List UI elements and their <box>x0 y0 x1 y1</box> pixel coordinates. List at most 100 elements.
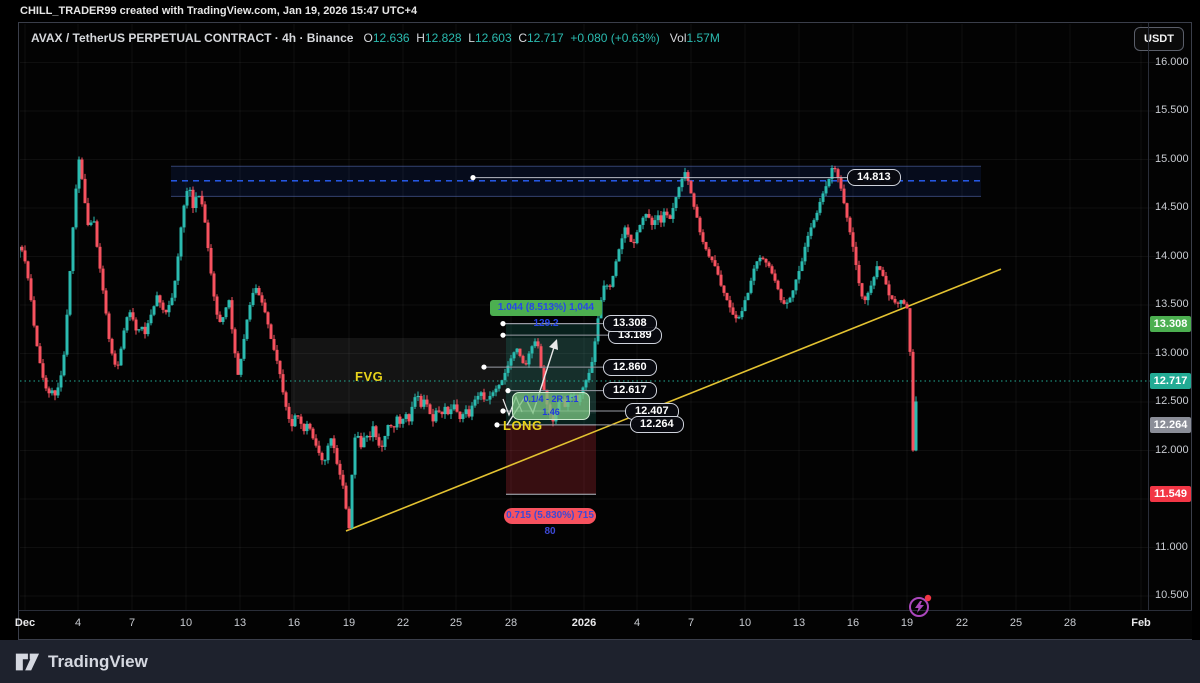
candle-body <box>347 508 351 529</box>
candle-body <box>77 159 81 189</box>
candle-body <box>725 292 729 301</box>
price-axis-marker: 13.308 <box>1150 315 1191 332</box>
candle-body <box>818 201 822 213</box>
high-value: 12.828 <box>424 31 462 45</box>
candle-body <box>47 388 51 394</box>
candle-body <box>170 297 174 305</box>
candle-body <box>254 288 258 293</box>
candle-body <box>806 235 810 247</box>
candle-body <box>698 217 702 233</box>
candle-body <box>470 405 474 417</box>
candle-body <box>218 314 222 322</box>
candle-body <box>731 307 735 315</box>
candle-body <box>386 425 390 436</box>
candle-body <box>641 217 645 225</box>
candle-body <box>440 411 444 415</box>
candle-body <box>257 288 261 296</box>
candle-body <box>449 409 453 415</box>
candle-body <box>320 452 324 461</box>
candle-body <box>188 189 192 192</box>
candle-body <box>26 261 30 279</box>
currency-toggle-button[interactable]: USDT <box>1134 27 1184 51</box>
time-tick: 19 <box>342 617 356 629</box>
candle-body <box>494 388 498 393</box>
candle-body <box>443 406 447 415</box>
candle-body <box>689 180 693 194</box>
candle-body <box>272 338 276 350</box>
candle-body <box>284 392 288 407</box>
candle-body <box>413 397 417 407</box>
candle-body <box>341 474 345 486</box>
candle-body <box>233 329 237 354</box>
candle-body <box>512 352 516 359</box>
candle-body <box>476 395 480 400</box>
candle-body <box>98 246 102 269</box>
candle-body <box>95 221 99 247</box>
candle-body <box>644 214 648 218</box>
candlestick-chart[interactable] <box>19 23 1193 641</box>
footer-bar: TradingView <box>0 640 1200 683</box>
candle-body <box>377 437 381 446</box>
candle-body <box>338 463 342 475</box>
anchor-dot <box>500 332 506 338</box>
candle-body <box>671 208 675 219</box>
candle-body <box>437 410 441 412</box>
change-value: +0.080 (+0.63%) <box>570 31 660 45</box>
tradingview-logo-text: TradingView <box>48 652 148 671</box>
candle-body <box>533 341 537 347</box>
candle-body <box>728 300 732 308</box>
candle-body <box>611 275 615 287</box>
candle-body <box>863 296 867 301</box>
candle-body <box>221 317 225 322</box>
tradingview-logo[interactable]: TradingView <box>14 649 148 675</box>
candle-body <box>152 306 156 315</box>
candle-body <box>794 279 798 291</box>
candle-body <box>701 232 705 242</box>
time-tick: 7 <box>687 617 695 629</box>
candle-body <box>74 188 78 228</box>
time-tick: 28 <box>1063 617 1077 629</box>
candle-body <box>815 212 819 221</box>
volume-label: Vol <box>669 31 687 45</box>
candle-body <box>587 372 591 381</box>
candle-body <box>893 298 897 303</box>
candle-body <box>719 274 723 286</box>
candle-body <box>164 309 168 313</box>
candle-body <box>269 324 273 339</box>
calendar-event-icon[interactable] <box>907 593 933 619</box>
price-axis-marker: 12.717 <box>1150 372 1191 389</box>
candle-body <box>800 261 804 272</box>
time-tick: 7 <box>128 617 136 629</box>
candle-body <box>473 399 477 406</box>
candle-body <box>707 249 711 257</box>
time-axis[interactable]: Dec 4 7 10 13 16 19 22 25 28 2026 4 7 10 13 16 19 22 25 28 F… <box>15 610 1192 639</box>
candle-body <box>212 273 216 297</box>
open-label: O <box>363 31 373 45</box>
chart-widget[interactable]: AVAX / TetherUS PERPETUAL CONTRACT · 4h … <box>15 22 1193 641</box>
candle-body <box>392 426 396 428</box>
candle-body <box>620 238 624 250</box>
candle-body <box>389 425 393 427</box>
candle-body <box>281 374 285 393</box>
candle-body <box>215 296 219 315</box>
candle-body <box>23 250 27 262</box>
anchor-dot <box>470 175 476 181</box>
candle-body <box>836 169 840 178</box>
candle-body <box>851 232 855 247</box>
candle-body <box>296 415 300 417</box>
candle-body <box>749 280 753 293</box>
price-axis-marker: 12.264 <box>1150 416 1191 433</box>
price-tick: 14.500 <box>1155 201 1189 213</box>
candle-body <box>884 275 888 285</box>
price-axis[interactable]: 16.000 15.500 15.000 14.500 14.000 13.500 13.0… <box>1148 23 1191 613</box>
candle-body <box>536 341 540 347</box>
anchor-dot <box>500 321 506 327</box>
time-tick: 22 <box>955 617 969 629</box>
candle-body <box>323 460 327 462</box>
candle-body <box>314 438 318 446</box>
candle-body <box>62 354 66 376</box>
candle-body <box>344 485 348 509</box>
candle-body <box>122 330 126 349</box>
attribution-bar: CHILL_TRADER99 created with TradingView.… <box>0 0 1200 22</box>
candle-body <box>428 404 432 415</box>
